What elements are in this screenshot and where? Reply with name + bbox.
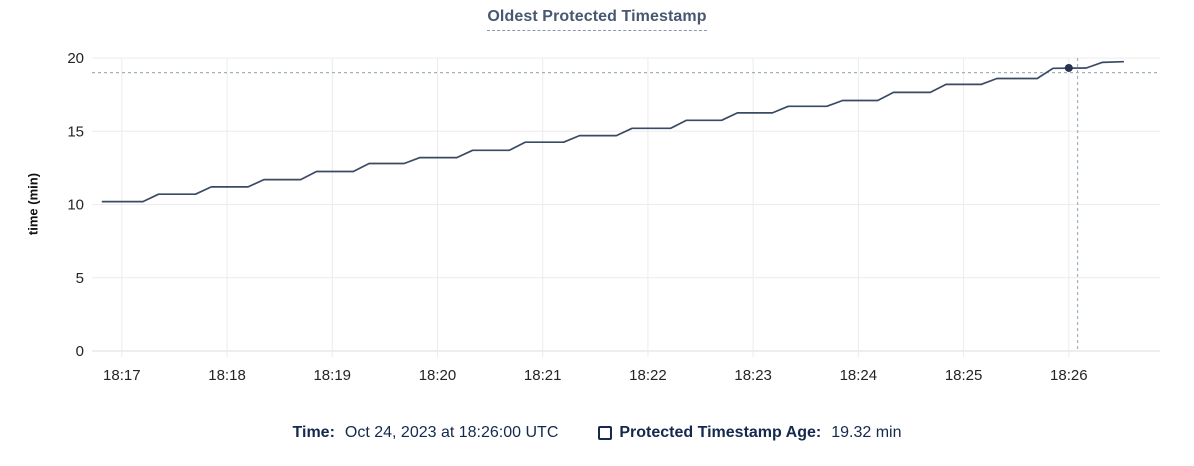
hover-time-value: Oct 24, 2023 at 18:26:00 UTC xyxy=(344,424,559,441)
y-tick-label: 10 xyxy=(67,197,84,214)
x-tick-label: 18:22 xyxy=(629,367,667,384)
x-tick-label: 18:23 xyxy=(734,367,772,384)
x-tick-label: 18:25 xyxy=(945,367,983,384)
series-legend-label: Protected Timestamp Age: xyxy=(619,424,822,441)
chart-title-row: Oldest Protected Timestamp xyxy=(0,8,1194,31)
hover-time: Time: Oct 24, 2023 at 18:26:00 UTC xyxy=(293,424,559,442)
chart-title[interactable]: Oldest Protected Timestamp xyxy=(487,8,707,31)
y-tick-label: 5 xyxy=(76,270,84,287)
series-legend-value: 19.32 min xyxy=(831,424,902,441)
x-tick-label: 18:17 xyxy=(103,367,141,384)
x-tick-label: 18:24 xyxy=(840,367,878,384)
hover-time-label: Time: xyxy=(292,424,335,441)
y-tick-label: 20 xyxy=(67,50,84,67)
x-tick-label: 18:20 xyxy=(419,367,457,384)
y-tick-label: 15 xyxy=(67,123,84,140)
x-tick-label: 18:18 xyxy=(208,367,246,384)
x-tick-label: 18:19 xyxy=(313,367,351,384)
hover-legend: Time: Oct 24, 2023 at 18:26:00 UTC Prote… xyxy=(0,419,1194,447)
series-line xyxy=(101,60,1125,203)
plot-area[interactable] xyxy=(92,58,1160,351)
y-tick-label: 0 xyxy=(76,343,84,360)
x-tick-label: 18:21 xyxy=(524,367,562,384)
hover-point xyxy=(1064,63,1073,72)
series-legend-item[interactable]: Protected Timestamp Age: 19.32 min xyxy=(598,424,901,442)
series-legend-checkbox[interactable] xyxy=(598,426,613,440)
line-chart[interactable]: 0 5 10 15 20 18:17 18:18 18:19 18:20 18:21 18:22 18… xyxy=(0,0,1194,400)
x-tick-label: 18:26 xyxy=(1050,367,1088,384)
